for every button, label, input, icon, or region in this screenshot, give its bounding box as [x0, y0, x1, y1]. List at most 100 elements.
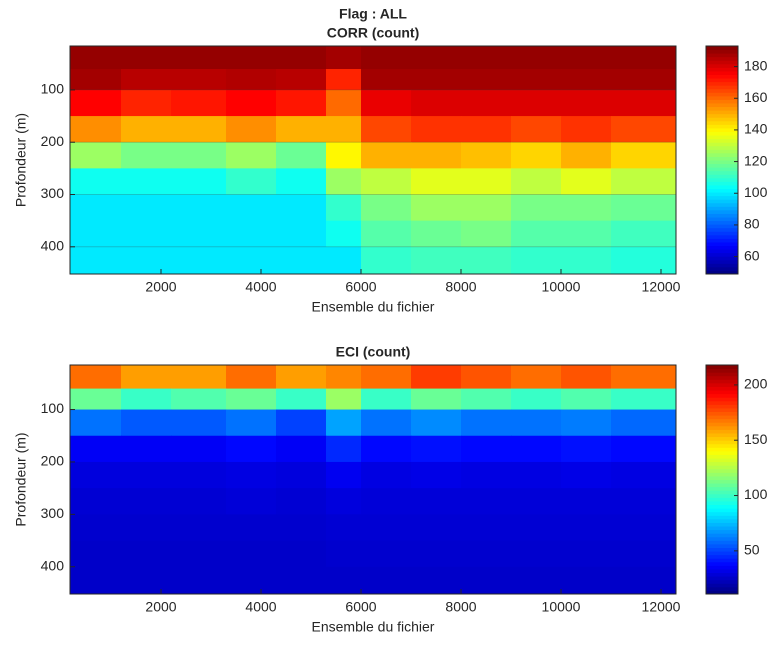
colorbar-tick-label: 200	[744, 376, 768, 392]
heat-cell	[70, 69, 122, 91]
heat-cell	[70, 365, 122, 390]
colorbar-step	[706, 490, 738, 495]
panel-title: ECI (count)	[336, 344, 411, 360]
colorbar-step	[706, 468, 738, 473]
y-tick-label: 400	[41, 238, 65, 254]
heat-cell	[276, 365, 327, 390]
heat-cell	[121, 194, 172, 222]
heat-cell	[70, 168, 122, 196]
heat-cell	[561, 365, 612, 390]
heat-cell	[511, 46, 562, 70]
heat-cell	[461, 220, 512, 248]
colorbar-step	[706, 149, 738, 154]
colorbar-step	[706, 95, 738, 100]
heat-cell	[361, 435, 412, 463]
heat-cell	[361, 365, 412, 390]
heat-cell	[461, 69, 512, 91]
colorbar-step	[706, 533, 738, 538]
heat-cell	[226, 220, 277, 248]
colorbar-step	[706, 259, 738, 264]
heat-cell	[561, 116, 612, 143]
axes-box	[69, 364, 677, 595]
heat-cell	[611, 461, 677, 489]
y-tick-label: 200	[41, 453, 65, 469]
colorbar-tick-label: 160	[744, 89, 768, 105]
heat-cell	[561, 388, 612, 411]
heat-cell	[326, 89, 362, 117]
colorbar-step	[706, 217, 738, 222]
heat-cell	[511, 194, 562, 222]
heat-cell	[511, 168, 562, 196]
colorbar-tick-label: 80	[744, 216, 760, 232]
x-axis-label: Ensemble du fichier	[312, 299, 435, 315]
heat-cell	[361, 388, 412, 411]
heat-cell	[511, 409, 562, 437]
heat-cell	[121, 168, 172, 196]
heat-cell	[171, 409, 227, 437]
heat-cell	[70, 409, 122, 437]
y-tick-label: 400	[41, 557, 65, 573]
heat-cell	[611, 365, 677, 390]
colorbar-step	[706, 209, 738, 214]
x-axis-label: Ensemble du fichier	[312, 619, 435, 635]
heat-cell	[561, 246, 612, 275]
heat-cell	[511, 514, 562, 542]
heat-cell	[511, 488, 562, 515]
colorbar-step	[706, 465, 738, 470]
x-tick-label: 10000	[542, 599, 581, 615]
y-tick-label: 300	[41, 185, 65, 201]
heat-cell	[276, 435, 327, 463]
colorbar-step	[706, 486, 738, 491]
heat-cell	[226, 246, 277, 275]
heat-cell	[226, 69, 277, 91]
heat-cell	[276, 142, 327, 169]
heat-cell	[361, 89, 412, 117]
colorbar-step	[706, 249, 738, 254]
colorbar-step	[706, 103, 738, 108]
heat-cell	[411, 46, 462, 70]
heat-cell	[326, 168, 362, 196]
x-tick-label: 12000	[642, 279, 681, 295]
heat-cell	[561, 514, 612, 542]
colorbar-step	[706, 440, 738, 445]
colorbar-step	[706, 113, 738, 118]
heat-cell	[121, 365, 172, 390]
heat-cell	[171, 194, 227, 222]
colorbar-step	[706, 49, 738, 54]
heat-cell	[226, 388, 277, 411]
heat-cell	[121, 246, 172, 275]
heat-cell	[326, 488, 362, 515]
colorbar-step	[706, 561, 738, 566]
colorbar-tick-label: 100	[744, 486, 768, 502]
heat-cell	[511, 461, 562, 489]
heat-cell	[461, 142, 512, 169]
heat-cell	[411, 69, 462, 91]
heat-cell	[171, 116, 227, 143]
heat-cell	[171, 69, 227, 91]
colorbar-box	[705, 364, 739, 595]
heat-cell	[121, 116, 172, 143]
colorbar-step	[706, 142, 738, 147]
heat-cell	[411, 540, 462, 568]
heat-cell	[461, 461, 512, 489]
heat-cell	[361, 246, 412, 275]
colorbar-step	[706, 241, 738, 246]
heat-cell	[226, 540, 277, 568]
heat-cell	[411, 514, 462, 542]
colorbar-step	[706, 411, 738, 416]
heat-cell	[70, 246, 122, 275]
heat-cell	[121, 142, 172, 169]
heat-cell	[226, 461, 277, 489]
colorbar-step	[706, 454, 738, 459]
heat-cell	[121, 514, 172, 542]
x-tick-label: 10000	[542, 279, 581, 295]
heat-cell	[561, 566, 612, 595]
heat-cell	[561, 488, 612, 515]
colorbar-step	[706, 586, 738, 591]
heat-cell	[171, 46, 227, 70]
heat-cell	[411, 246, 462, 275]
colorbar-step	[706, 558, 738, 563]
heat-cell	[511, 116, 562, 143]
heat-cell	[611, 89, 677, 117]
